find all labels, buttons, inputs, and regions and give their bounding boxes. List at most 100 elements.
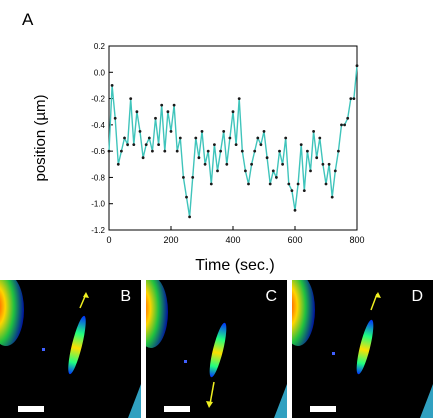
data-point — [284, 136, 288, 140]
y-tick-label: -1.0 — [91, 200, 105, 209]
panel-a-label: A — [22, 10, 34, 29]
data-point — [182, 176, 185, 179]
data-point — [194, 136, 198, 140]
data-point — [129, 97, 133, 100]
micrograph-d-image — [292, 280, 433, 418]
data-point — [203, 162, 207, 166]
data-point — [293, 208, 297, 212]
data-point — [244, 169, 247, 173]
data-point — [309, 169, 312, 173]
panel-b-label: B — [120, 288, 131, 305]
data-point — [135, 110, 139, 114]
data-point — [337, 149, 340, 153]
y-axis-label: position (µm) — [32, 94, 49, 181]
data-point — [151, 149, 154, 153]
data-point — [271, 169, 275, 173]
x-tick-label: 0 — [106, 235, 111, 245]
data-point — [123, 136, 126, 140]
data-point — [306, 149, 309, 153]
x-tick-label: 800 — [349, 235, 364, 245]
y-axis-ticks: 0.2 0.0 -0.2 -0.4 -0.6 -0.8 -1.0 -1.2 — [91, 42, 113, 235]
data-point — [237, 97, 241, 100]
y-tick-label: -0.2 — [91, 95, 105, 104]
data-point — [333, 169, 337, 173]
data-point — [178, 136, 182, 140]
data-point — [222, 130, 226, 133]
panel-c-label: C — [265, 288, 277, 305]
data-point — [250, 162, 254, 166]
data-point — [144, 143, 148, 147]
data-point — [234, 143, 238, 147]
x-tick-label: 600 — [287, 235, 302, 245]
data-point — [141, 156, 145, 160]
data-point — [219, 149, 223, 153]
data-point — [172, 103, 176, 107]
data-point — [349, 97, 353, 100]
data-point — [169, 130, 173, 133]
data-point — [110, 84, 114, 87]
data-point — [138, 130, 142, 133]
data-point — [330, 195, 334, 199]
data-point — [287, 182, 291, 186]
data-point — [262, 130, 266, 133]
data-point — [160, 103, 164, 107]
data-point — [188, 215, 192, 219]
y-tick-label: -1.2 — [91, 226, 105, 235]
data-point — [321, 162, 325, 166]
data-point — [225, 162, 229, 166]
y-tick-label: 0.2 — [94, 42, 106, 51]
data-point — [166, 110, 170, 114]
x-tick-label: 200 — [163, 235, 178, 245]
data-point — [247, 182, 250, 186]
data-point — [256, 136, 260, 140]
x-axis-ticks: 0 200 400 600 800 — [106, 226, 365, 245]
data-point — [281, 162, 284, 166]
data-point — [302, 189, 306, 193]
y-tick-label: 0.0 — [94, 68, 106, 77]
data-point — [126, 143, 129, 147]
data-point — [327, 162, 331, 166]
data-point — [107, 149, 111, 153]
data-point — [120, 149, 123, 153]
data-point — [312, 130, 315, 133]
data-point — [228, 136, 232, 140]
micrograph-d: D — [292, 280, 433, 418]
y-tick-label: -0.6 — [91, 147, 105, 156]
data-point — [352, 97, 356, 100]
data-point — [175, 149, 179, 153]
data-point — [253, 149, 257, 153]
data-point — [315, 156, 319, 160]
micrograph-c: C — [146, 280, 287, 418]
data-point — [206, 149, 210, 153]
data-point — [278, 149, 281, 153]
position-time-chart: 0.2 0.0 -0.2 -0.4 -0.6 -0.8 -1.0 -1.2 0 200 400 60… — [32, 42, 365, 274]
data-point — [231, 110, 235, 114]
data-point — [116, 162, 120, 166]
data-point — [154, 116, 157, 120]
x-axis-label: Time (sec.) — [195, 257, 274, 274]
micrograph-b-image — [0, 280, 141, 418]
panel-d-label: D — [411, 288, 423, 305]
y-tick-label: -0.8 — [91, 173, 105, 182]
data-point — [340, 123, 343, 127]
x-tick-label: 400 — [225, 235, 240, 245]
micrograph-b: B — [0, 280, 141, 418]
data-point — [191, 176, 195, 179]
data-point — [197, 156, 201, 160]
series-line — [108, 65, 358, 218]
data-point — [324, 182, 328, 186]
data-point — [209, 182, 213, 186]
data-point — [299, 143, 303, 147]
data-point — [265, 156, 269, 160]
data-point — [290, 189, 294, 193]
data-point — [157, 143, 161, 147]
data-point — [346, 116, 350, 120]
data-point — [355, 64, 359, 68]
data-point — [240, 149, 244, 153]
data-point — [213, 143, 216, 147]
data-point — [275, 176, 278, 179]
series-points — [107, 64, 359, 219]
data-point — [259, 143, 263, 147]
data-point — [268, 182, 272, 186]
